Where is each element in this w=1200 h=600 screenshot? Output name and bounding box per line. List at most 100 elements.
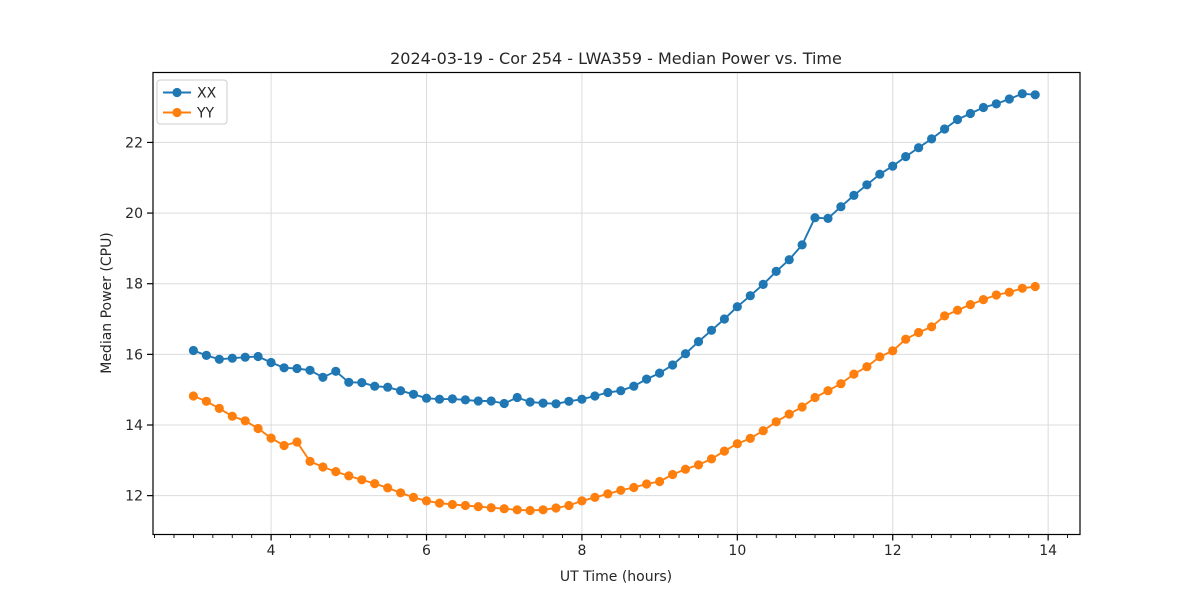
- data-point-YY: [473, 502, 483, 512]
- data-point-XX: [292, 363, 302, 374]
- data-point-YY: [253, 423, 263, 434]
- legend-marker-XX: [172, 87, 182, 98]
- y-axis-label: Median Power (CPU): [99, 232, 115, 374]
- data-point-XX: [240, 352, 250, 362]
- data-point-YY: [836, 379, 846, 389]
- y-tick-label: 16: [125, 347, 143, 363]
- data-point-YY: [927, 322, 937, 332]
- data-point-XX: [914, 143, 924, 153]
- data-point-XX: [810, 213, 820, 223]
- data-point-XX: [901, 152, 911, 162]
- legend: XX YY: [156, 79, 228, 125]
- data-point-XX: [888, 161, 898, 171]
- data-point-YY: [849, 369, 859, 379]
- data-point-XX: [693, 337, 704, 347]
- data-point-XX: [499, 398, 509, 409]
- data-point-XX: [421, 393, 432, 403]
- data-point-YY: [862, 362, 872, 372]
- data-point-XX: [525, 397, 535, 407]
- data-point-XX: [616, 386, 626, 396]
- data-point-XX: [680, 349, 691, 359]
- data-point-XX: [797, 240, 807, 250]
- data-point-XX: [745, 291, 755, 301]
- plot-area: [153, 72, 1080, 535]
- data-point-YY: [305, 456, 315, 466]
- data-point-YY: [434, 498, 445, 508]
- data-point-XX: [655, 368, 665, 378]
- data-point-YY: [1004, 287, 1014, 297]
- data-point-YY: [577, 496, 587, 506]
- y-tick-label: 20: [125, 206, 143, 222]
- data-point-YY: [344, 471, 354, 481]
- legend-box: [156, 79, 228, 125]
- data-point-XX: [706, 325, 717, 335]
- data-point-XX: [512, 392, 522, 403]
- data-point-YY: [758, 426, 768, 436]
- y-tick-label: 22: [125, 135, 143, 151]
- data-point-YY: [680, 464, 691, 474]
- x-tick-label: 8: [577, 543, 586, 559]
- data-point-XX: [331, 366, 341, 376]
- data-point-YY: [888, 346, 898, 356]
- plot-border: [152, 71, 1081, 536]
- data-point-XX: [551, 399, 561, 409]
- data-point-XX: [434, 394, 445, 404]
- data-point-XX: [862, 180, 872, 190]
- data-point-XX: [668, 360, 678, 370]
- data-point-XX: [978, 102, 989, 113]
- data-point-XX: [188, 345, 198, 356]
- data-point-YY: [706, 454, 717, 464]
- chart-title: 2024-03-19 - Cor 254 - LWA359 - Median P…: [390, 49, 842, 68]
- data-point-YY: [357, 475, 367, 485]
- data-point-YY: [499, 504, 509, 514]
- data-point-YY: [629, 482, 639, 493]
- data-point-YY: [279, 440, 289, 451]
- data-point-XX: [590, 391, 600, 401]
- data-point-YY: [797, 402, 807, 412]
- tick-layer: 4 6 8 10 12 14 12 14 16 18 20 22: [125, 135, 1069, 559]
- data-point-YY: [370, 479, 380, 489]
- data-point-XX: [305, 365, 315, 375]
- y-tick-label: 12: [125, 489, 143, 505]
- data-point-YY: [616, 485, 626, 495]
- data-point-YY: [512, 505, 522, 515]
- data-point-YY: [732, 439, 742, 449]
- grid-layer: [153, 72, 1080, 535]
- data-point-YY: [331, 467, 341, 477]
- data-point-YY: [940, 311, 950, 321]
- data-point-XX: [991, 99, 1001, 109]
- data-point-YY: [408, 492, 419, 502]
- data-point-YY: [227, 411, 237, 421]
- data-point-XX: [460, 395, 470, 405]
- x-tick-label: 10: [728, 543, 746, 559]
- series-layer: [188, 89, 1040, 516]
- data-point-YY: [642, 479, 652, 489]
- data-point-XX: [965, 108, 976, 119]
- data-point-YY: [668, 469, 678, 480]
- data-point-YY: [188, 391, 198, 401]
- data-point-XX: [383, 382, 393, 392]
- data-point-YY: [564, 500, 574, 511]
- data-point-XX: [603, 387, 613, 398]
- data-point-XX: [927, 134, 937, 144]
- data-point-YY: [486, 503, 496, 513]
- data-point-YY: [655, 476, 665, 487]
- data-point-XX: [719, 314, 730, 324]
- data-point-YY: [784, 409, 794, 419]
- data-point-XX: [1030, 90, 1040, 100]
- data-point-XX: [732, 302, 742, 312]
- data-point-YY: [952, 305, 963, 315]
- data-point-XX: [952, 114, 963, 125]
- data-point-YY: [693, 460, 704, 470]
- data-point-XX: [538, 398, 548, 408]
- data-point-YY: [396, 488, 406, 498]
- x-axis-label: UT Time (hours): [560, 569, 672, 585]
- data-point-YY: [590, 492, 600, 502]
- data-point-XX: [1004, 94, 1014, 104]
- data-point-XX: [1017, 89, 1027, 99]
- data-point-XX: [849, 190, 859, 200]
- data-point-XX: [836, 202, 846, 212]
- legend-label-XX: XX: [197, 86, 217, 102]
